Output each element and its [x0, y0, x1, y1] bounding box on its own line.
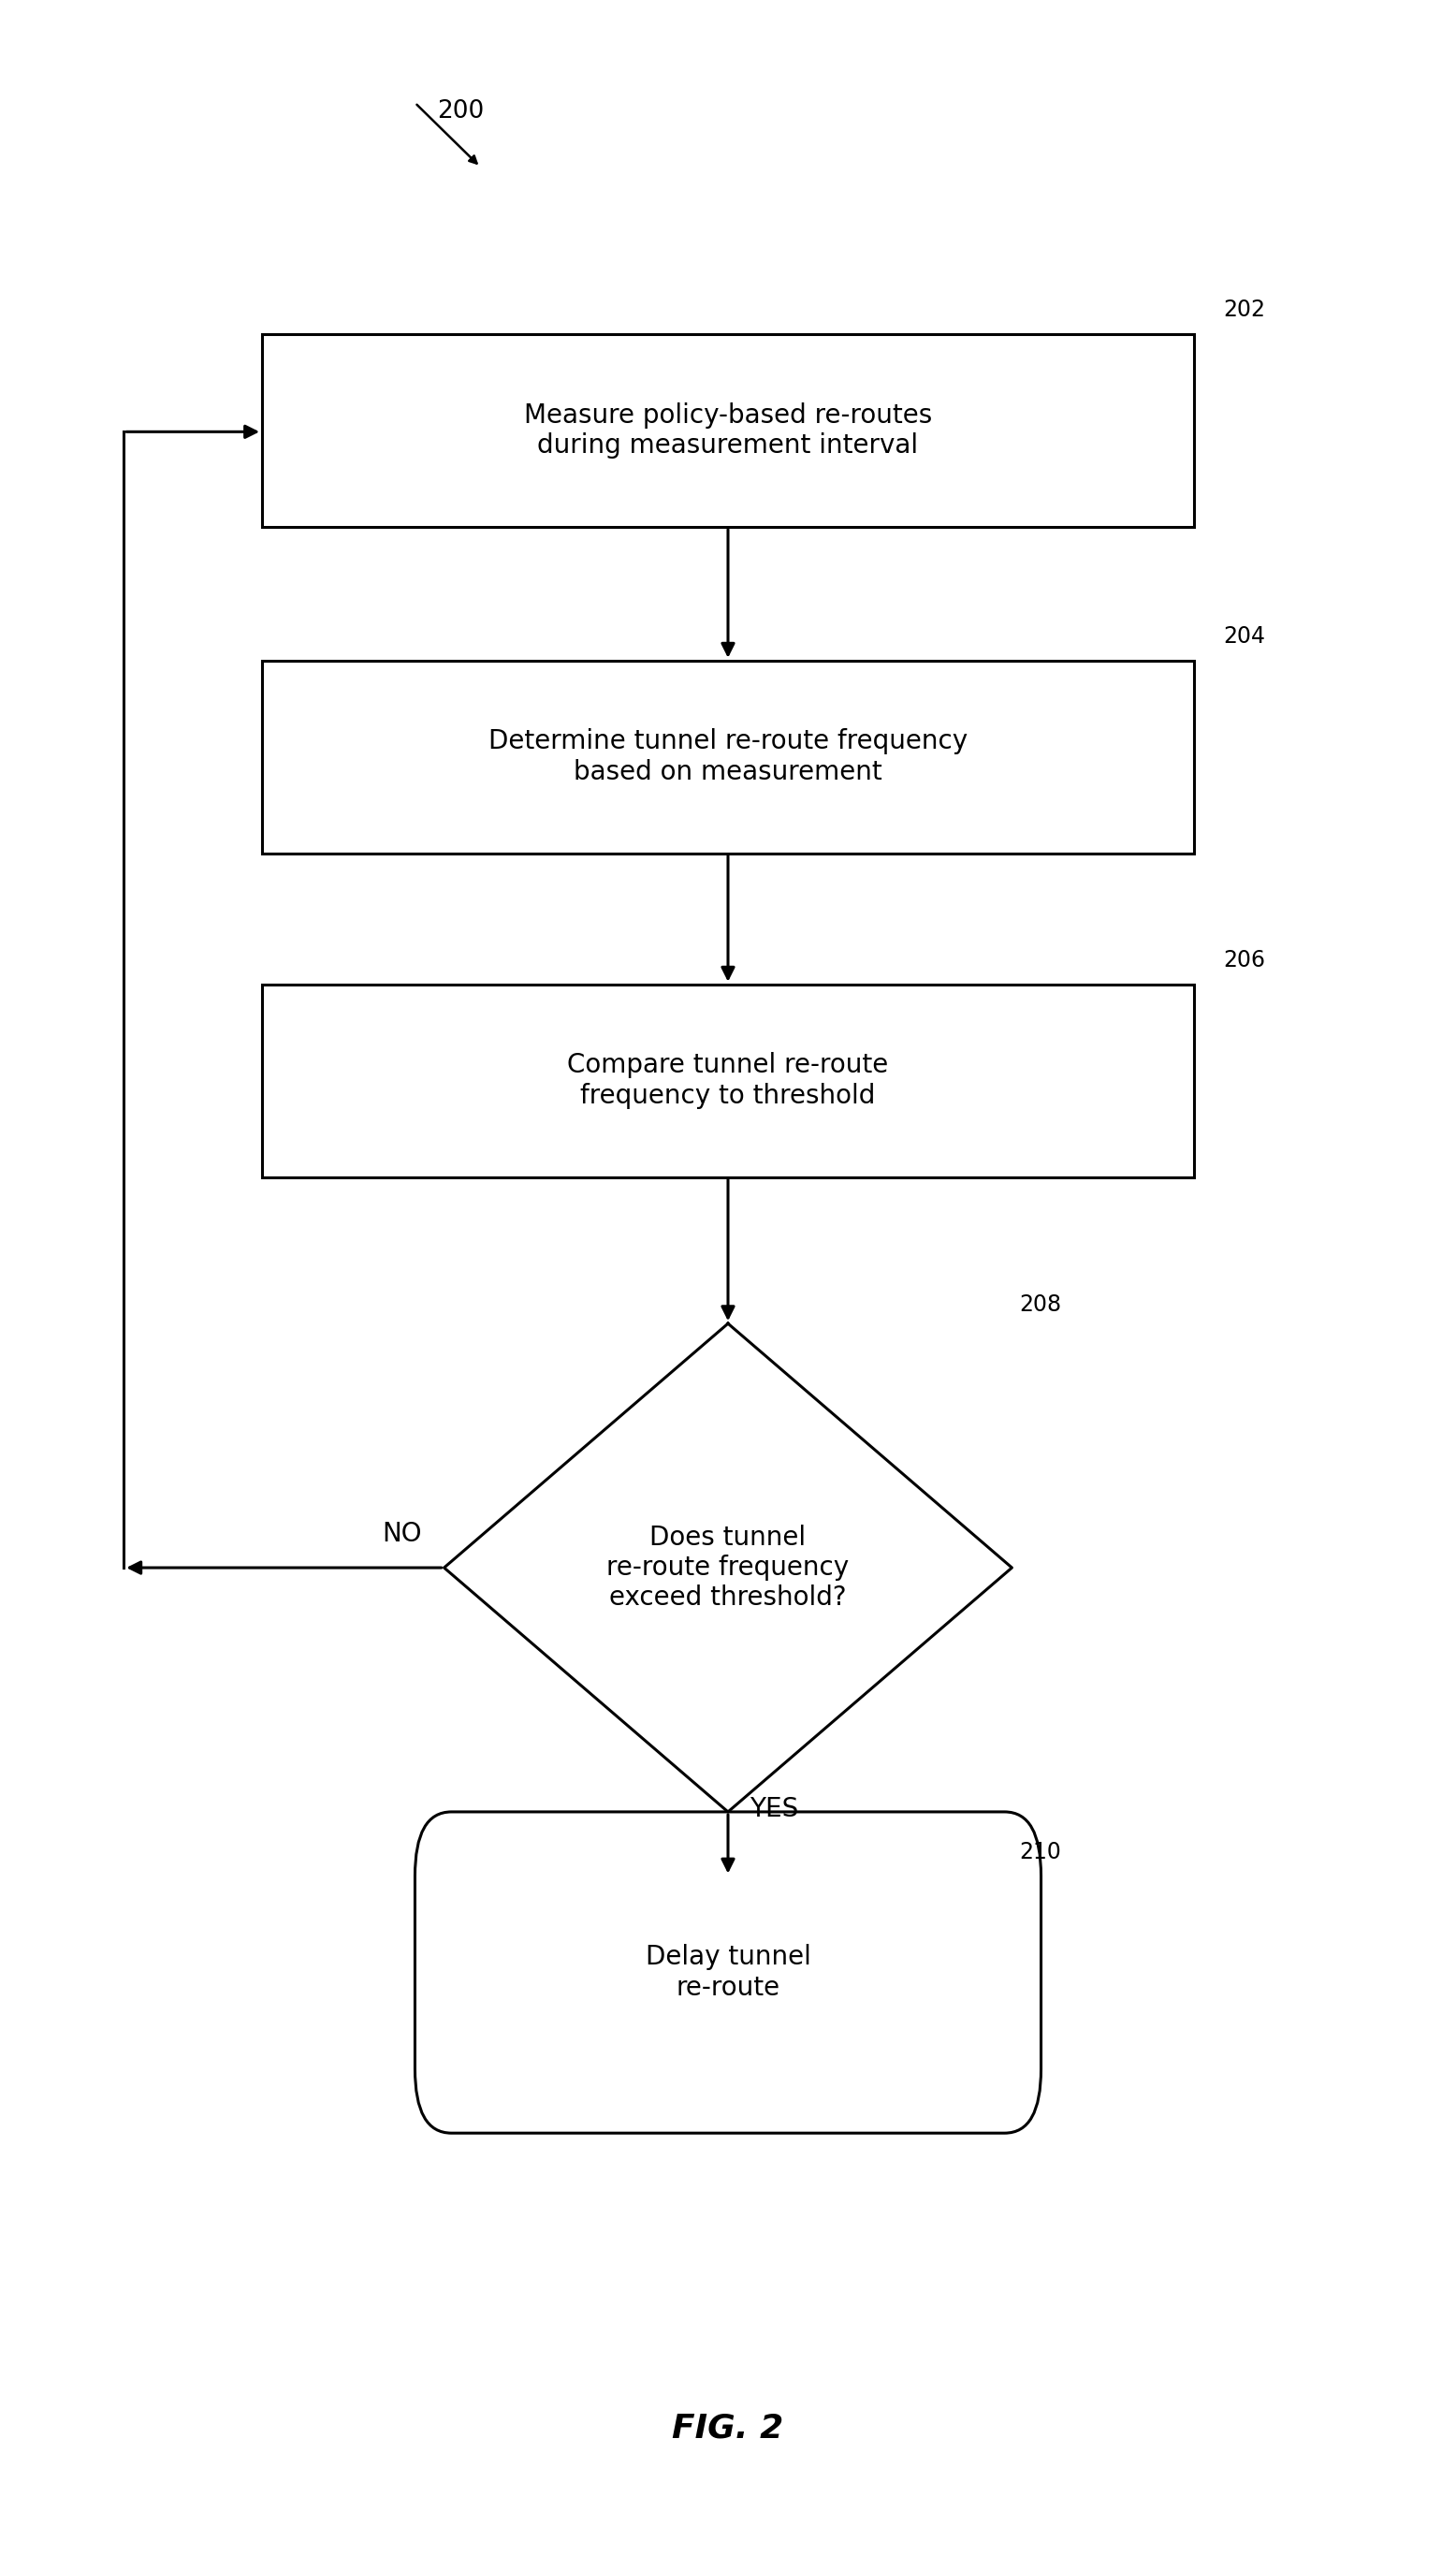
Text: 208: 208 [1019, 1293, 1061, 1316]
Text: Determine tunnel re-route frequency
based on measurement: Determine tunnel re-route frequency base… [488, 730, 968, 784]
Polygon shape [444, 1324, 1012, 1812]
FancyBboxPatch shape [262, 984, 1194, 1177]
Text: 200: 200 [437, 100, 483, 123]
Text: YES: YES [750, 1796, 799, 1822]
FancyBboxPatch shape [415, 1812, 1041, 2133]
Text: Does tunnel
re-route frequency
exceed threshold?: Does tunnel re-route frequency exceed th… [607, 1524, 849, 1611]
Text: Compare tunnel re-route
frequency to threshold: Compare tunnel re-route frequency to thr… [568, 1054, 888, 1108]
Text: NO: NO [383, 1521, 422, 1547]
FancyBboxPatch shape [262, 334, 1194, 527]
Text: 210: 210 [1019, 1840, 1061, 1863]
Text: 206: 206 [1223, 948, 1265, 971]
Text: Measure policy-based re-routes
during measurement interval: Measure policy-based re-routes during me… [524, 403, 932, 457]
Text: 202: 202 [1223, 298, 1265, 321]
Text: Delay tunnel
re-route: Delay tunnel re-route [645, 1945, 811, 1999]
Text: FIG. 2: FIG. 2 [673, 2413, 783, 2444]
Text: 204: 204 [1223, 625, 1265, 648]
FancyBboxPatch shape [262, 660, 1194, 853]
